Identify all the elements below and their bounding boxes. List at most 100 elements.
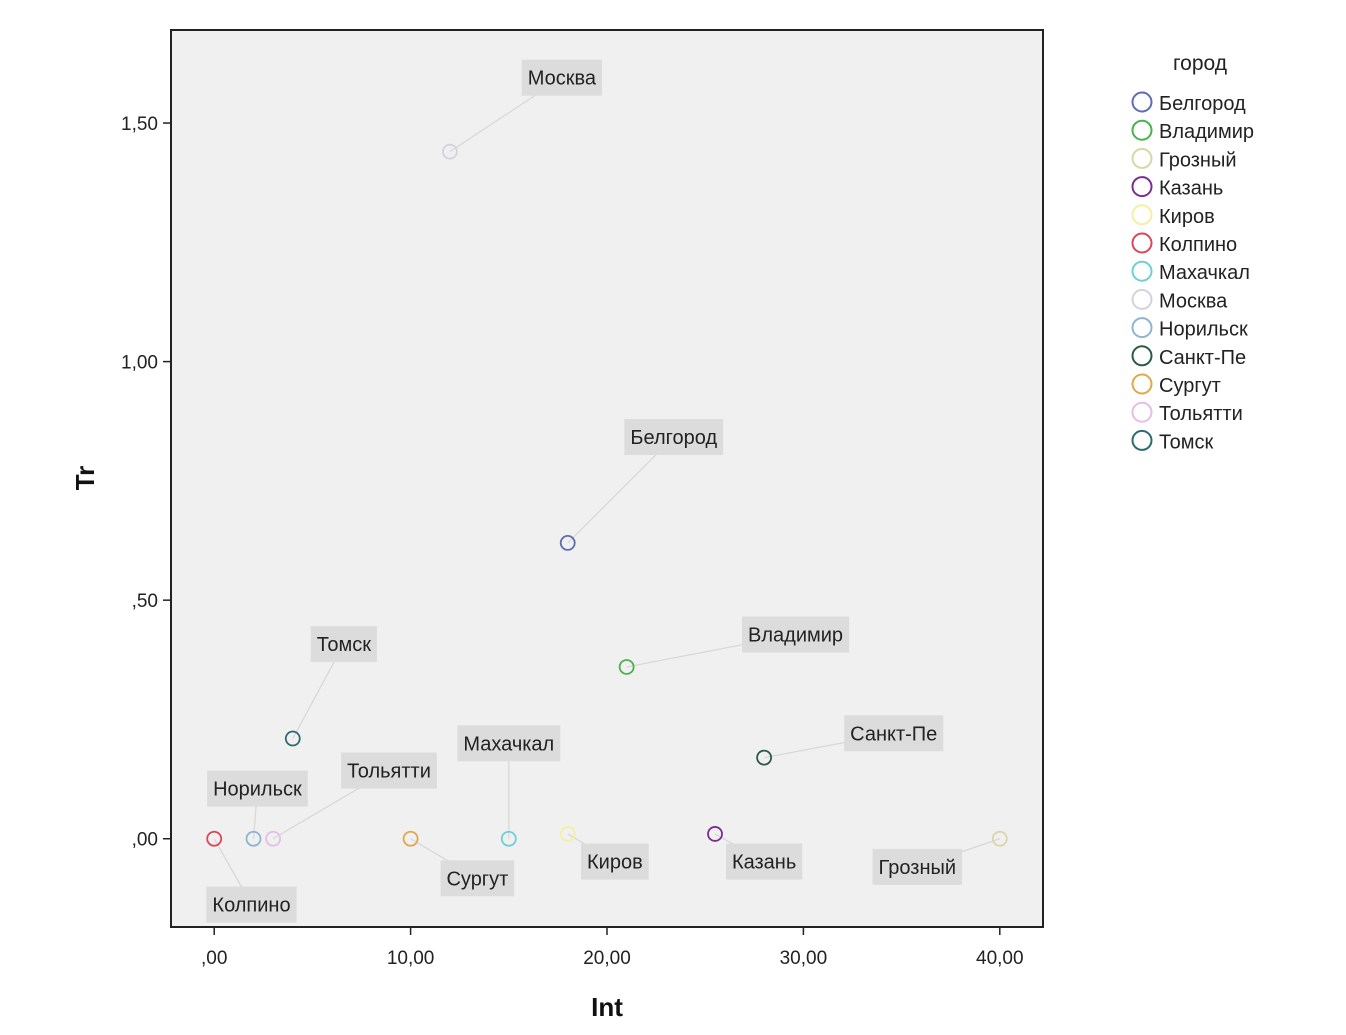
legend-item: Москва [1131,288,1228,312]
legend-label: Санкт-Пе [1159,347,1246,369]
legend-label: Колпино [1159,234,1237,256]
point-annotation: Томск [310,626,377,663]
x-tick-label: 20,00 [583,948,631,969]
point-annotation: Белгород [624,418,724,455]
point-annotation: Грозный [872,848,963,885]
point-annotation: Санкт-Пе [844,715,944,752]
data-points [206,143,1008,847]
legend-marker [1131,119,1153,141]
y-tick-label: ,00 [132,830,158,851]
point-label: Белгород [630,427,717,449]
annotation-box [341,752,437,789]
point-annotation: Тольятти [341,752,437,789]
legend-marker [1131,345,1153,367]
x-tick-label: 30,00 [780,948,828,969]
annotation-box [844,715,944,752]
legend-label: Сургут [1159,375,1221,397]
data-point [559,535,576,551]
x-tick-label: 10,00 [387,948,435,969]
data-point [991,830,1008,847]
legend-item: Грозный [1131,147,1237,171]
point-annotation: Норильск [207,770,308,807]
data-point [618,659,635,675]
legend-marker [1131,91,1153,113]
data-point [402,830,419,847]
data-point [756,749,773,766]
point-label: Норильск [213,779,302,801]
legend-marker [1131,401,1153,423]
annotation-box [872,848,963,885]
data-point [265,830,282,847]
x-axis-label: Int [591,992,623,1022]
point-annotation: Владимир [742,616,850,653]
legend-label: Казань [1159,178,1223,200]
legend-item: Сургут [1131,373,1221,397]
legend-title: город [1173,52,1227,75]
legend-item: Тольятти [1131,401,1243,425]
plot-area [170,29,1044,928]
annotation-box [521,59,602,96]
x-tick-label: 40,00 [976,948,1024,969]
legend-item: Колпино [1131,232,1237,256]
legend-marker [1131,147,1153,169]
annotation-box [725,843,803,880]
point-label: Томск [317,634,372,656]
legend-item: Владимир [1131,119,1254,143]
point-annotation: Казань [725,843,803,880]
data-point [500,830,517,847]
legend-label: Москва [1159,290,1228,312]
annotation-box [310,626,377,663]
legend-label: Белгород [1159,93,1246,115]
point-label: Тольятти [347,761,431,783]
point-annotation: Колпино [206,886,297,923]
legend-label: Грозный [1159,149,1237,171]
data-point [707,826,723,842]
legend-marker [1131,260,1153,282]
data-point [245,830,262,847]
legend-marker [1131,176,1153,198]
annotation-box [440,860,515,897]
legend-item: Норильск [1131,317,1248,341]
legend-item: Белгород [1131,91,1246,115]
legend: город Белгород Владимир Грозный Казань Киров… [1131,52,1254,453]
point-label: Колпино [212,895,290,917]
annotation-boxes: Москва Белгород Владимир Томск Санкт-Пе Махач… [206,59,963,923]
y-axis: ,00 ,50 1,00 1,50 [121,114,171,851]
legend-marker [1131,288,1153,310]
data-point [441,143,458,160]
legend-label: Норильск [1159,319,1248,341]
point-label: Грозный [879,857,957,879]
annotation-box [457,725,561,762]
y-tick-label: 1,00 [121,353,158,374]
point-annotation: Махачкал [457,725,561,762]
point-label: Махачкал [463,733,554,755]
point-label: Санкт-Пе [850,723,937,745]
point-label: Владимир [748,625,843,647]
legend-label: Киров [1159,206,1215,228]
data-point [206,830,223,847]
legend-label: Тольятти [1159,403,1243,425]
point-annotation: Киров [581,843,649,880]
annotation-box [206,886,297,923]
annotation-box [207,770,308,807]
legend-item: Махачкал [1131,260,1250,284]
legend-marker [1131,429,1153,451]
x-tick-label: ,00 [201,948,227,969]
y-tick-label: 1,50 [121,114,158,135]
legend-marker [1131,232,1153,254]
legend-marker [1131,317,1153,339]
legend-items: Белгород Владимир Грозный Казань Киров Колпин… [1131,91,1254,453]
legend-label: Томск [1159,431,1214,453]
legend-item: Санкт-Пе [1131,345,1246,369]
point-label: Киров [587,852,643,874]
point-annotation: Сургут [440,860,515,897]
annotation-box [742,616,850,653]
point-annotation: Москва [521,59,602,96]
legend-label: Махачкал [1159,262,1250,284]
annotation-box [581,843,649,880]
y-tick-label: ,50 [132,591,158,612]
legend-item: Киров [1131,204,1215,228]
y-axis-label: Tr [70,466,100,491]
legend-label: Владимир [1159,121,1254,143]
